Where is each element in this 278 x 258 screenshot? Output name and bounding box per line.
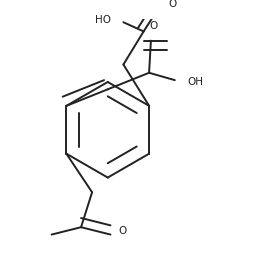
Text: OH: OH <box>188 77 204 87</box>
Text: O: O <box>119 226 127 236</box>
Text: O: O <box>150 21 158 31</box>
Text: O: O <box>168 0 177 9</box>
Text: HO: HO <box>95 15 111 25</box>
